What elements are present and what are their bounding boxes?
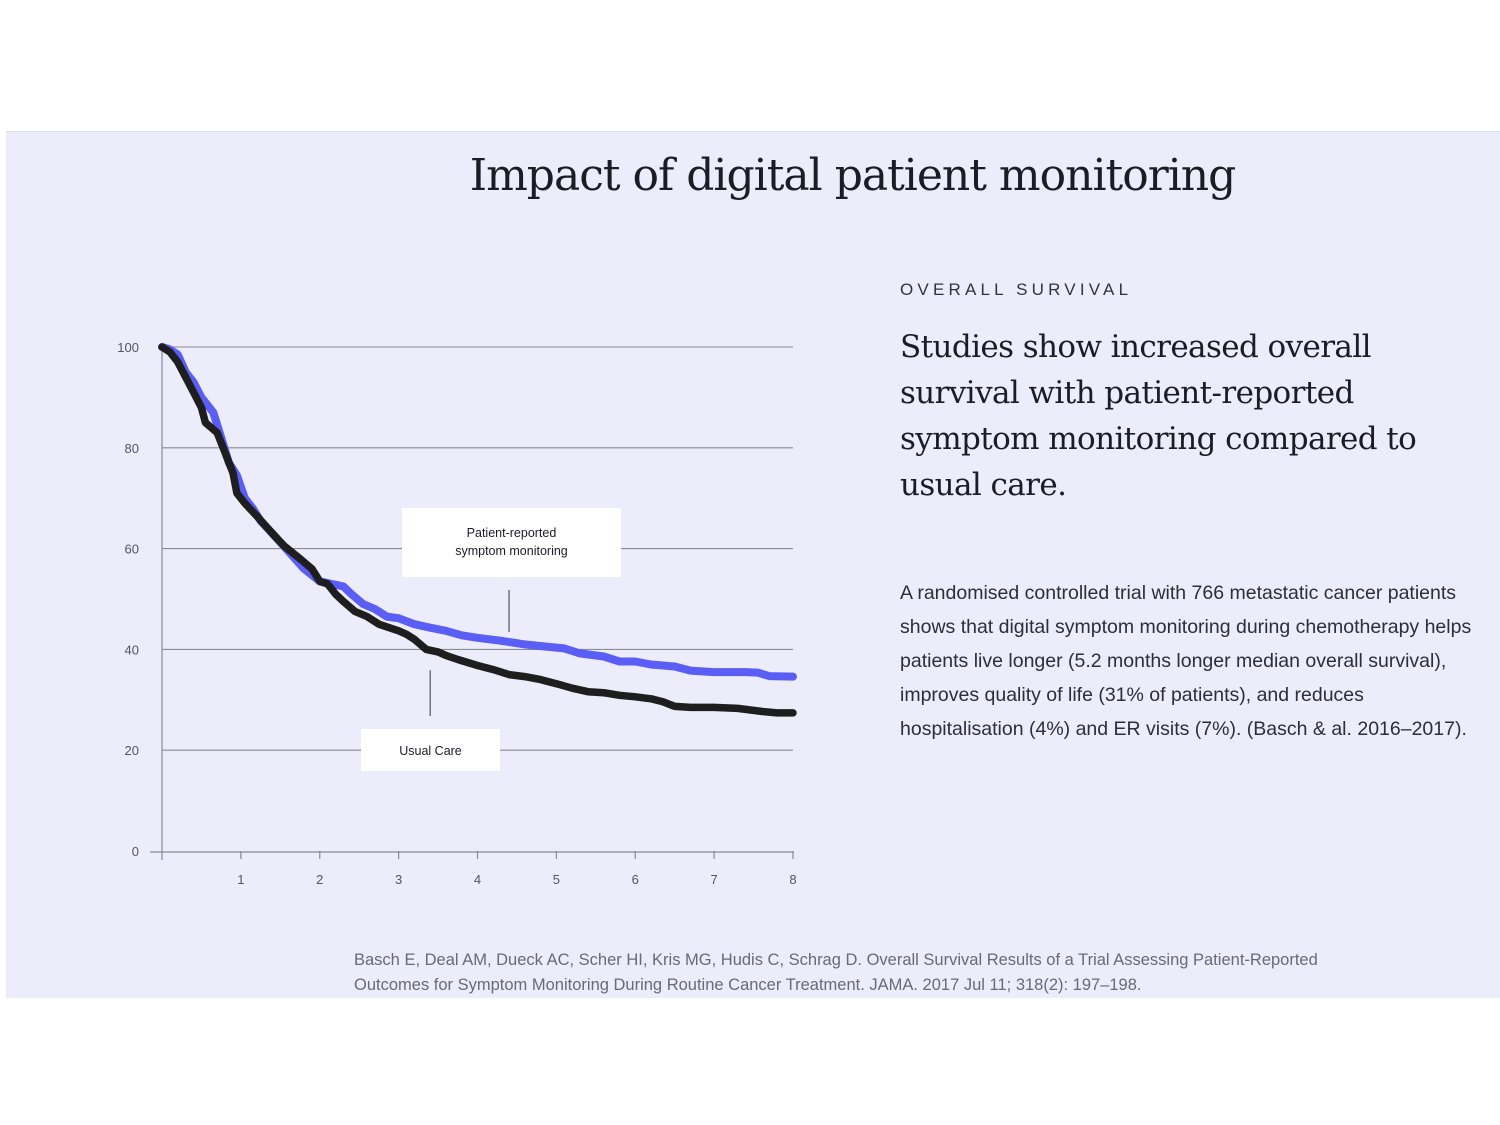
section-body: A randomised controlled trial with 766 m… — [900, 582, 1472, 740]
y-tick-label-0: 0 — [132, 844, 139, 859]
x-tick-labels: 1 2 3 4 5 6 7 8 — [237, 872, 796, 887]
x-tick-label-2: 2 — [316, 872, 323, 887]
x-tick-label-5: 5 — [553, 872, 560, 887]
callout-monitoring: Patient-reported symptom monitoring — [402, 508, 621, 633]
section-eyebrow: OVERALL SURVIVAL — [900, 280, 1133, 299]
y-tick-label-40: 40 — [125, 642, 139, 657]
x-tick-label-8: 8 — [789, 872, 796, 887]
x-tick-label-6: 6 — [632, 872, 639, 887]
series-lines — [158, 343, 797, 717]
y-tick-label-20: 20 — [125, 743, 139, 758]
callout-monitoring-box — [402, 508, 621, 577]
axes — [150, 347, 794, 860]
content-panel — [6, 131, 1500, 998]
grid-lines — [162, 346, 794, 859]
page-title: Impact of digital patient monitoring — [469, 150, 1237, 201]
x-tick-label-1: 1 — [237, 872, 244, 887]
y-tick-label-60: 60 — [125, 542, 139, 557]
callout-usual-care: Usual Care — [361, 670, 500, 771]
x-tick-label-7: 7 — [711, 872, 718, 887]
y-tick-label-80: 80 — [125, 441, 139, 456]
y-tick-label-100: 100 — [117, 340, 139, 355]
callout-monitoring-line-1: Patient-reported — [467, 526, 557, 540]
callout-usual-care-label: Usual Care — [399, 744, 462, 758]
callout-usual-care-box — [361, 729, 500, 771]
usual-care-series-line — [158, 343, 797, 717]
section-headline: Studies show increased overall survival … — [900, 329, 1417, 503]
y-tick-labels: 0 20 40 60 80 100 — [117, 340, 139, 859]
x-tick-label-3: 3 — [395, 872, 402, 887]
citation: Basch E, Deal AM, Dueck AC, Scher HI, Kr… — [354, 951, 1318, 994]
callout-monitoring-line-2: symptom monitoring — [455, 544, 568, 558]
x-tick-label-4: 4 — [474, 872, 481, 887]
